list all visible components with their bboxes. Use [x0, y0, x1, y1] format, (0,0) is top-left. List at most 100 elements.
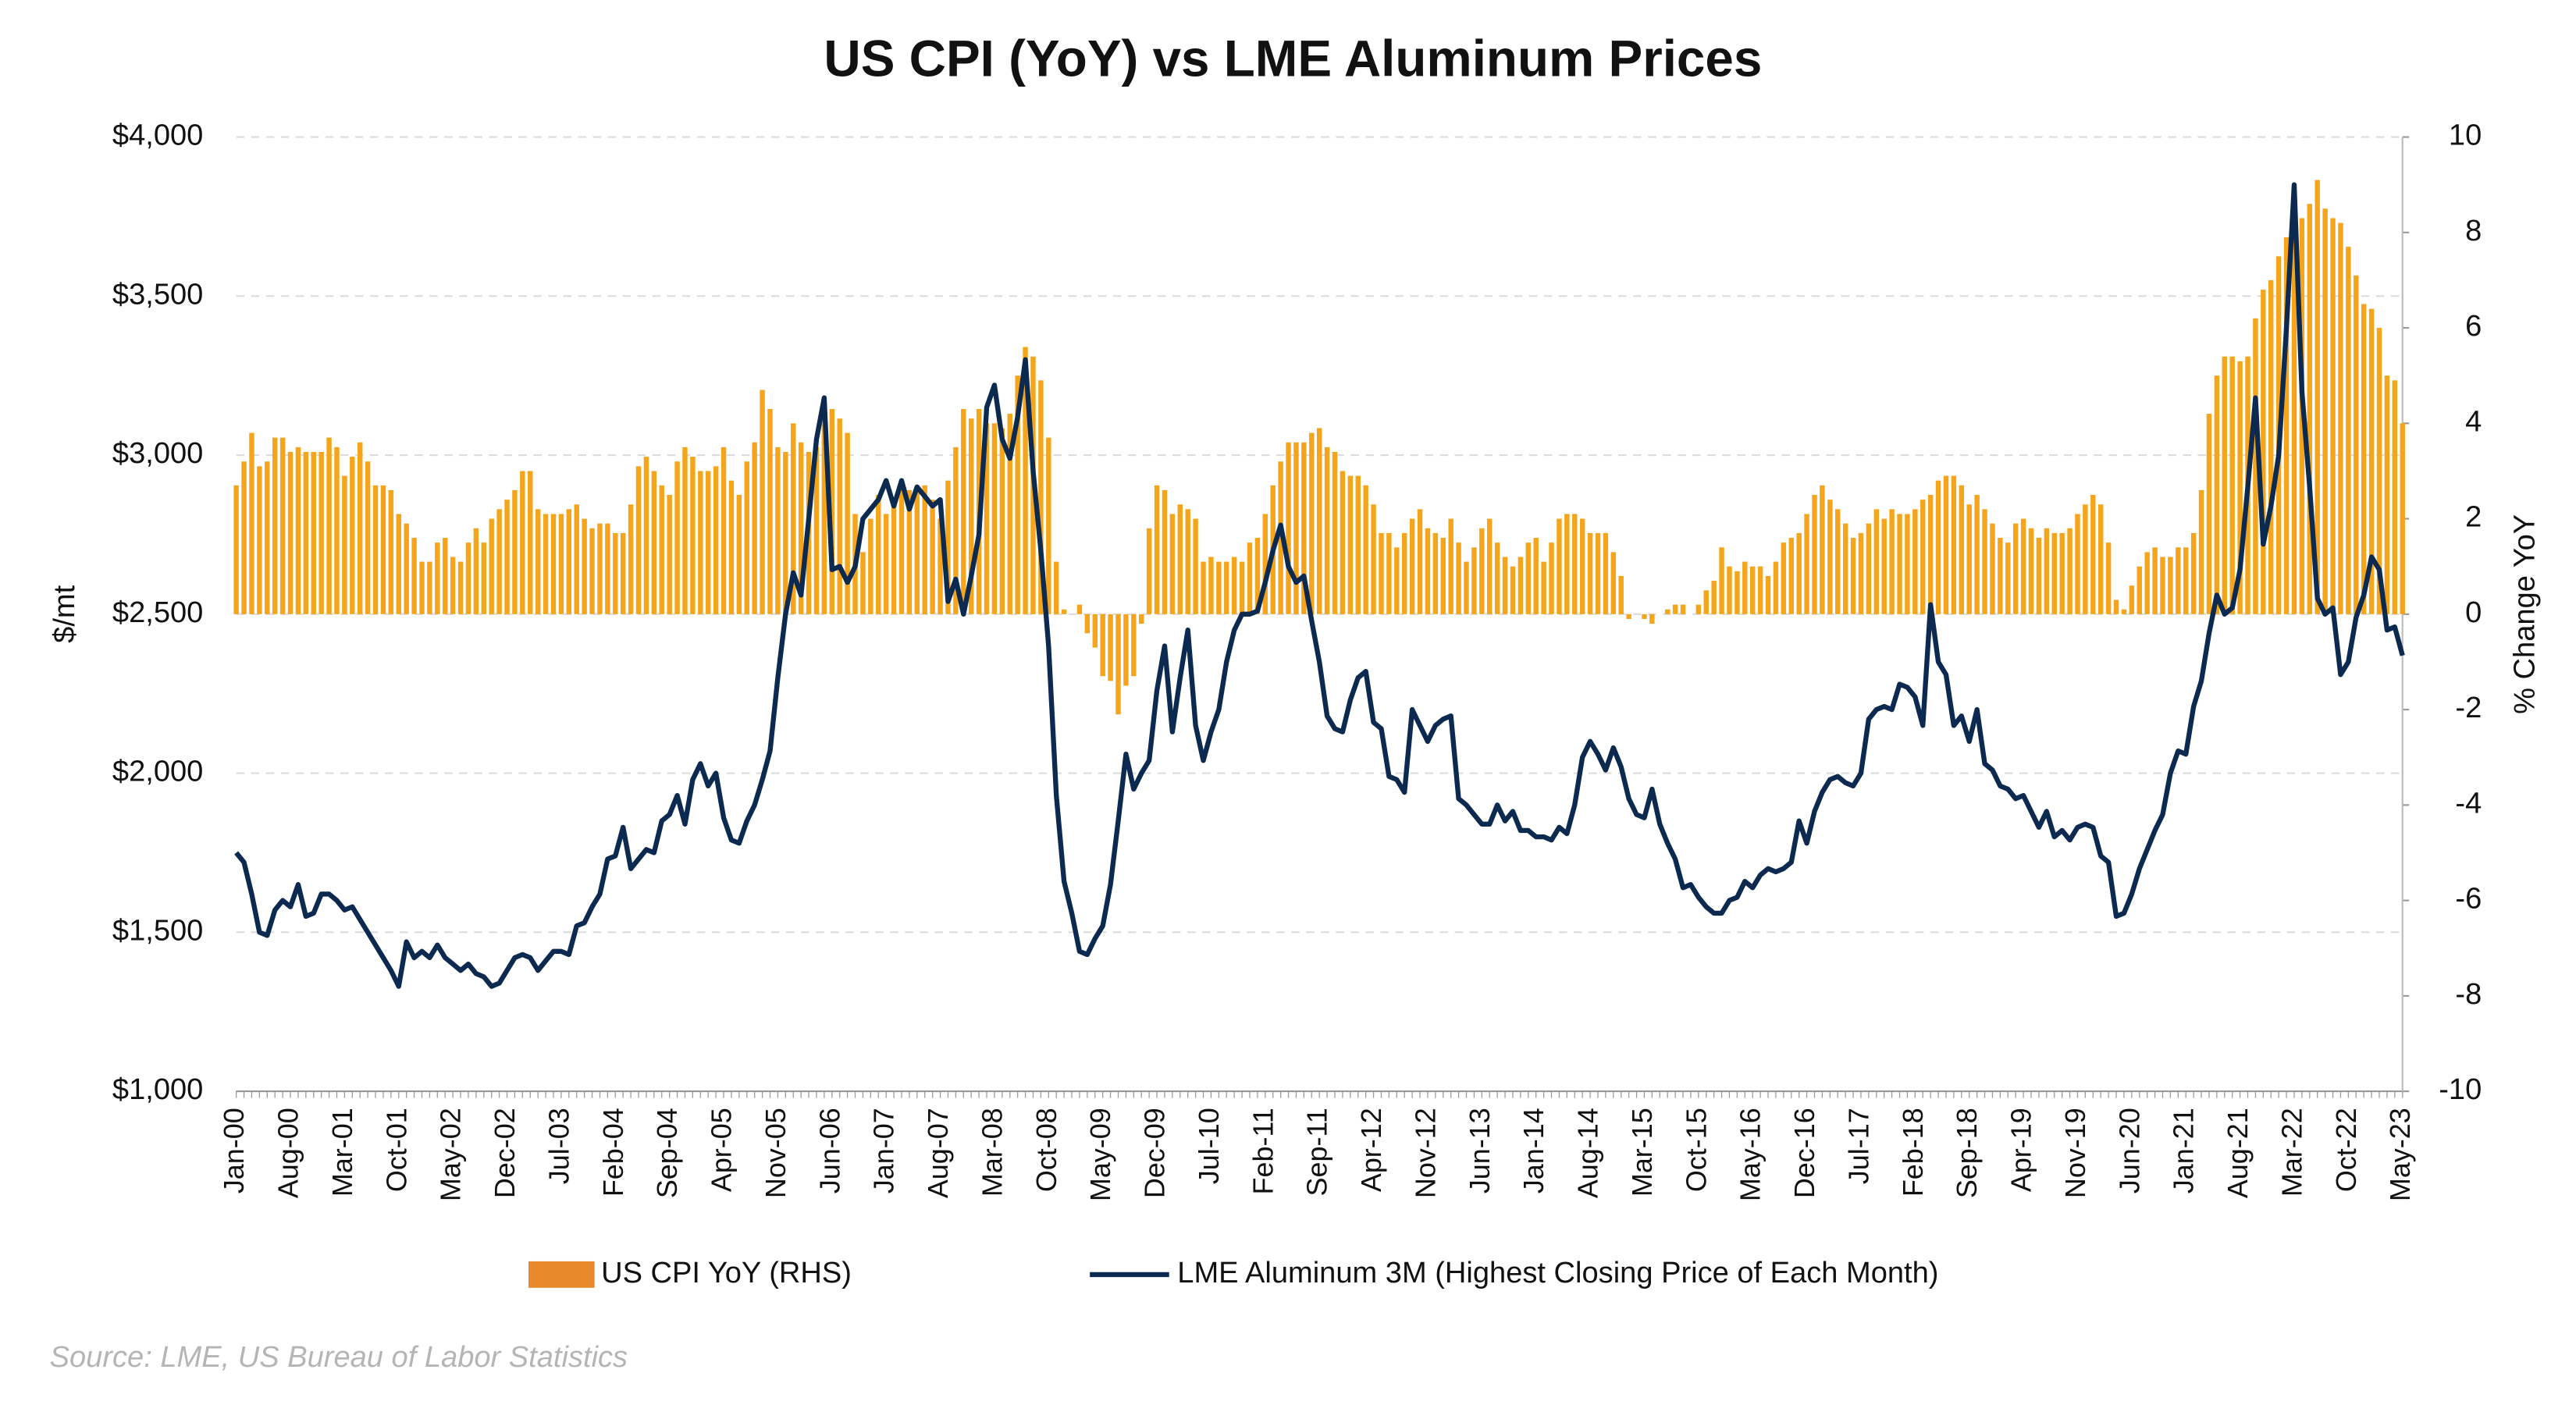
- bar: [1123, 614, 1129, 686]
- bar: [2028, 528, 2034, 614]
- bar: [481, 542, 487, 614]
- bar: [1023, 347, 1028, 614]
- bar: [233, 485, 239, 614]
- bar: [582, 518, 587, 614]
- bar: [2261, 290, 2266, 614]
- bar: [767, 408, 773, 614]
- bar: [860, 552, 866, 614]
- bar: [535, 509, 541, 614]
- bar: [318, 452, 324, 614]
- bar: [2183, 547, 2189, 614]
- bar: [1286, 442, 1291, 614]
- bar: [2354, 275, 2359, 614]
- x-tick-label: Mar-22: [2275, 1108, 2307, 1197]
- bar: [2222, 356, 2227, 614]
- x-tick-label: Oct-22: [2330, 1108, 2362, 1192]
- bar: [674, 461, 680, 614]
- bar: [690, 457, 696, 614]
- bar: [1881, 518, 1887, 614]
- bar: [1757, 566, 1763, 614]
- bar: [659, 485, 664, 614]
- bar: [597, 523, 603, 614]
- y-tick-label: $4,000: [112, 119, 203, 152]
- bar: [2198, 489, 2204, 614]
- bar: [2083, 504, 2088, 614]
- bar: [2129, 585, 2135, 614]
- bar: [489, 518, 494, 614]
- bar: [1618, 575, 1624, 614]
- bar: [1456, 542, 1461, 614]
- x-tick-label: Jun-20: [2113, 1108, 2145, 1193]
- bar: [1858, 532, 1864, 614]
- bar: [2144, 552, 2150, 614]
- x-tick-label: Jan-07: [868, 1108, 900, 1193]
- bar: [1162, 489, 1168, 614]
- bar: [1046, 437, 1051, 614]
- bar: [1440, 538, 1446, 614]
- bar: [528, 471, 533, 614]
- bar: [1224, 561, 1229, 614]
- bar: [457, 561, 464, 614]
- bar: [1092, 614, 1098, 648]
- bar: [1564, 514, 1570, 614]
- chart-title: US CPI (YoY) vs LME Aluminum Prices: [824, 30, 1762, 87]
- bar: [1432, 532, 1439, 614]
- bar: [1742, 561, 1748, 614]
- y2-axis-label: % Change YoY: [2508, 514, 2541, 714]
- bar: [1239, 561, 1245, 614]
- bar: [1448, 518, 1453, 614]
- bar: [1549, 542, 1554, 614]
- x-tick-label: Jan-21: [2168, 1108, 2200, 1193]
- bar: [435, 542, 440, 614]
- bar: [1664, 609, 1670, 614]
- bar: [520, 471, 525, 614]
- bar: [1379, 532, 1384, 614]
- bar: [1510, 566, 1516, 614]
- bar: [1517, 557, 1524, 614]
- x-tick-label: May-02: [435, 1108, 467, 1201]
- bar: [2152, 547, 2158, 614]
- bar: [1711, 581, 1717, 614]
- x-tick-label: Aug-21: [2222, 1108, 2254, 1198]
- bar: [1603, 532, 1609, 614]
- bar: [2400, 423, 2405, 614]
- bar: [1340, 471, 1346, 614]
- bar: [574, 504, 579, 614]
- bar: [906, 489, 913, 614]
- bar: [2214, 375, 2220, 614]
- bar: [961, 408, 966, 614]
- bar: [334, 446, 340, 614]
- bar: [2346, 247, 2351, 614]
- bar: [419, 561, 425, 614]
- y2-tick-label: -10: [2439, 1073, 2482, 1106]
- legend-label: LME Aluminum 3M (Highest Closing Price o…: [1177, 1257, 1938, 1289]
- bar: [550, 514, 557, 614]
- bar: [891, 500, 897, 614]
- bar: [1889, 509, 1895, 614]
- bar: [813, 446, 820, 614]
- bar: [1905, 514, 1910, 614]
- bar: [1487, 518, 1493, 614]
- bar: [1193, 518, 1198, 614]
- bar: [396, 514, 401, 614]
- bar: [2291, 208, 2297, 614]
- x-tick-label: May-23: [2384, 1108, 2416, 1201]
- y2-tick-label: 0: [2465, 596, 2482, 629]
- bar: [365, 461, 371, 614]
- y2-tick-label: -8: [2455, 978, 2482, 1011]
- bar: [241, 461, 247, 614]
- bar: [1579, 518, 1585, 614]
- x-tick-label: May-16: [1735, 1108, 1767, 1201]
- bar: [1247, 542, 1253, 614]
- bar: [1332, 452, 1338, 614]
- bar: [1355, 475, 1361, 614]
- bar: [783, 452, 788, 614]
- bar: [1208, 557, 1214, 614]
- bar: [613, 532, 618, 614]
- y-axis-label: $/mt: [48, 585, 81, 642]
- bar: [1401, 532, 1407, 614]
- y-tick-label: $1,000: [112, 1073, 203, 1106]
- bar: [1827, 500, 1833, 614]
- bar: [1812, 495, 1817, 614]
- x-tick-label: Aug-14: [1572, 1108, 1604, 1198]
